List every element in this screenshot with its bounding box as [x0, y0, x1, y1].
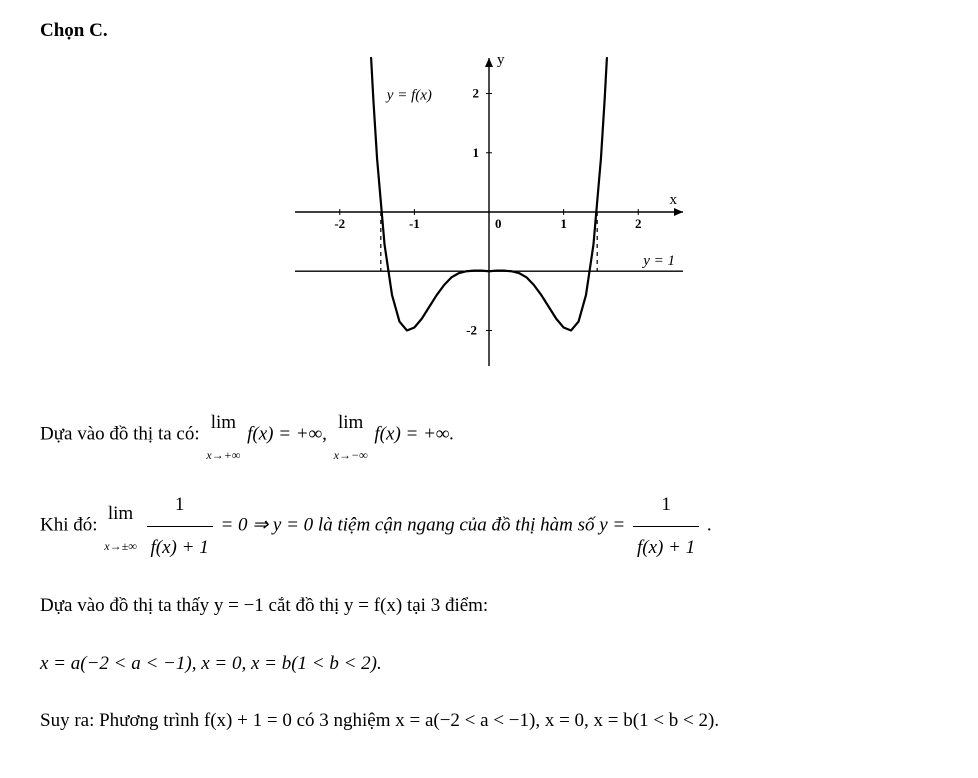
l1-lim1: lim x→+∞ — [206, 402, 240, 468]
l2-frac2-num: 1 — [633, 484, 699, 526]
line-2: Khi đó: lim x→±∞ 1 f(x) + 1 = 0 ⇒ y = 0 … — [40, 484, 938, 569]
l2-prefix: Khi đó: — [40, 515, 102, 536]
l1-lim2: lim x→−∞ — [334, 402, 368, 468]
svg-text:2: 2 — [473, 86, 480, 101]
svg-text:-2: -2 — [334, 216, 345, 231]
l2-lim-top: lim — [104, 493, 136, 535]
l1-lim1-bot: x→+∞ — [206, 442, 240, 468]
svg-text:y = f(x): y = f(x) — [385, 88, 432, 104]
svg-text:x: x — [670, 192, 678, 208]
svg-text:-1: -1 — [409, 216, 420, 231]
l2-mid: = 0 ⇒ y = 0 là tiệm cận ngang của đồ thị… — [220, 515, 630, 536]
svg-text:1: 1 — [473, 145, 480, 160]
answer-heading: Chọn C. — [40, 20, 938, 42]
line-3: Dựa vào đồ thị ta thấy y = −1 cắt đồ thị… — [40, 585, 938, 627]
line-5: Suy ra: Phương trình f(x) + 1 = 0 có 3 n… — [40, 700, 938, 742]
function-chart: -2 -1 0 1 2 -2 1 2 x y y = 1 y = f(x) — [289, 52, 689, 372]
l2-frac1-den: f(x) + 1 — [147, 526, 213, 569]
svg-text:2: 2 — [635, 216, 642, 231]
l2-lim-bot: x→±∞ — [104, 533, 136, 559]
l1-tail: f(x) = +∞. — [374, 423, 454, 444]
l2-frac2: 1 f(x) + 1 — [633, 484, 699, 569]
l1-prefix: Dựa vào đồ thị ta có: — [40, 423, 204, 444]
svg-text:0: 0 — [495, 216, 502, 231]
svg-text:y = 1: y = 1 — [641, 253, 675, 269]
line-1: Dựa vào đồ thị ta có: lim x→+∞ f(x) = +∞… — [40, 402, 938, 468]
l2-tail: . — [707, 515, 712, 536]
l2-frac2-den: f(x) + 1 — [633, 526, 699, 569]
l1-lim2-top: lim — [334, 402, 368, 444]
l2-lim: lim x→±∞ — [104, 493, 136, 559]
svg-text:1: 1 — [560, 216, 567, 231]
chart-container: -2 -1 0 1 2 -2 1 2 x y y = 1 y = f(x) — [40, 52, 938, 378]
l2-frac1: 1 f(x) + 1 — [147, 484, 213, 569]
l1-mid1: f(x) = +∞, — [247, 423, 332, 444]
l1-lim1-top: lim — [206, 402, 240, 444]
l5-text: Suy ra: Phương trình f(x) + 1 = 0 có 3 n… — [40, 710, 719, 731]
line-4: x = a(−2 < a < −1), x = 0, x = b(1 < b <… — [40, 643, 938, 685]
l3-text: Dựa vào đồ thị ta thấy y = −1 cắt đồ thị… — [40, 595, 488, 616]
svg-text:y: y — [497, 52, 505, 68]
l1-lim2-bot: x→−∞ — [334, 442, 368, 468]
svg-text:-2: -2 — [466, 322, 477, 337]
l2-frac1-num: 1 — [147, 484, 213, 526]
